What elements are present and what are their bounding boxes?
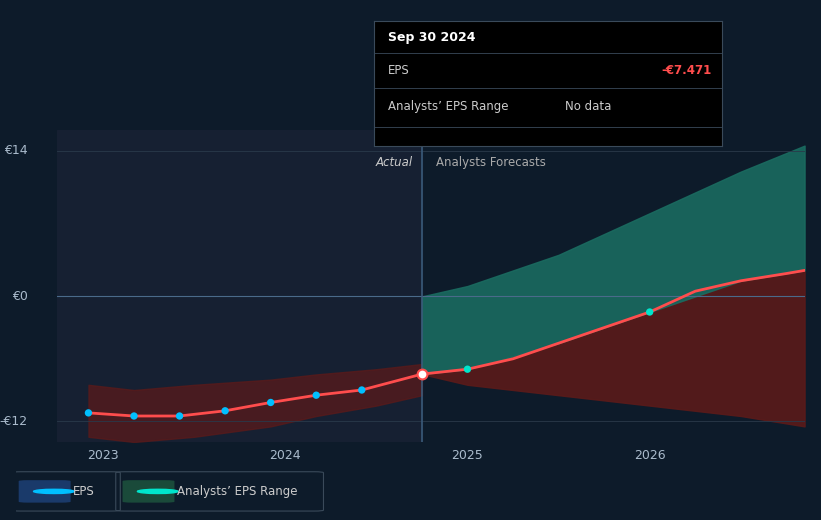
Point xyxy=(173,412,186,420)
Text: No data: No data xyxy=(566,100,612,113)
Point xyxy=(355,386,369,394)
Point xyxy=(643,308,656,316)
FancyBboxPatch shape xyxy=(19,480,71,503)
Point xyxy=(310,391,323,399)
Bar xyxy=(57,130,422,442)
Point xyxy=(415,370,429,378)
Point xyxy=(264,398,277,407)
Text: €14: €14 xyxy=(4,144,28,157)
Text: -€12: -€12 xyxy=(0,415,28,427)
Text: EPS: EPS xyxy=(388,64,409,77)
FancyBboxPatch shape xyxy=(122,480,175,503)
Point xyxy=(82,409,95,417)
Text: Analysts’ EPS Range: Analysts’ EPS Range xyxy=(388,100,508,113)
Point xyxy=(127,412,140,420)
Text: -€7.471: -€7.471 xyxy=(662,64,712,77)
Text: Analysts Forecasts: Analysts Forecasts xyxy=(437,156,546,169)
Text: Sep 30 2024: Sep 30 2024 xyxy=(388,31,475,44)
Point xyxy=(461,365,474,373)
Text: €0: €0 xyxy=(11,290,28,303)
Circle shape xyxy=(137,489,178,493)
Text: Actual: Actual xyxy=(376,156,413,169)
Text: EPS: EPS xyxy=(73,485,94,498)
Point xyxy=(218,407,232,415)
Circle shape xyxy=(34,489,74,493)
Text: Analysts’ EPS Range: Analysts’ EPS Range xyxy=(177,485,297,498)
